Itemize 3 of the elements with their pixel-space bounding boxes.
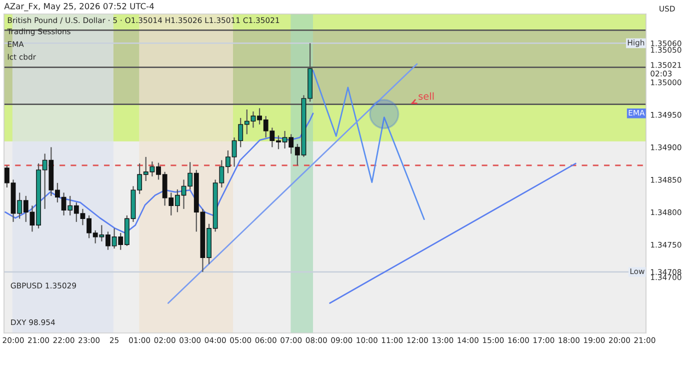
chart-title: AZar_Fx, May 25, 2026 07:52 UTC-4 (4, 3, 154, 12)
annotation: sell (418, 92, 434, 100)
line-series (4, 112, 314, 234)
